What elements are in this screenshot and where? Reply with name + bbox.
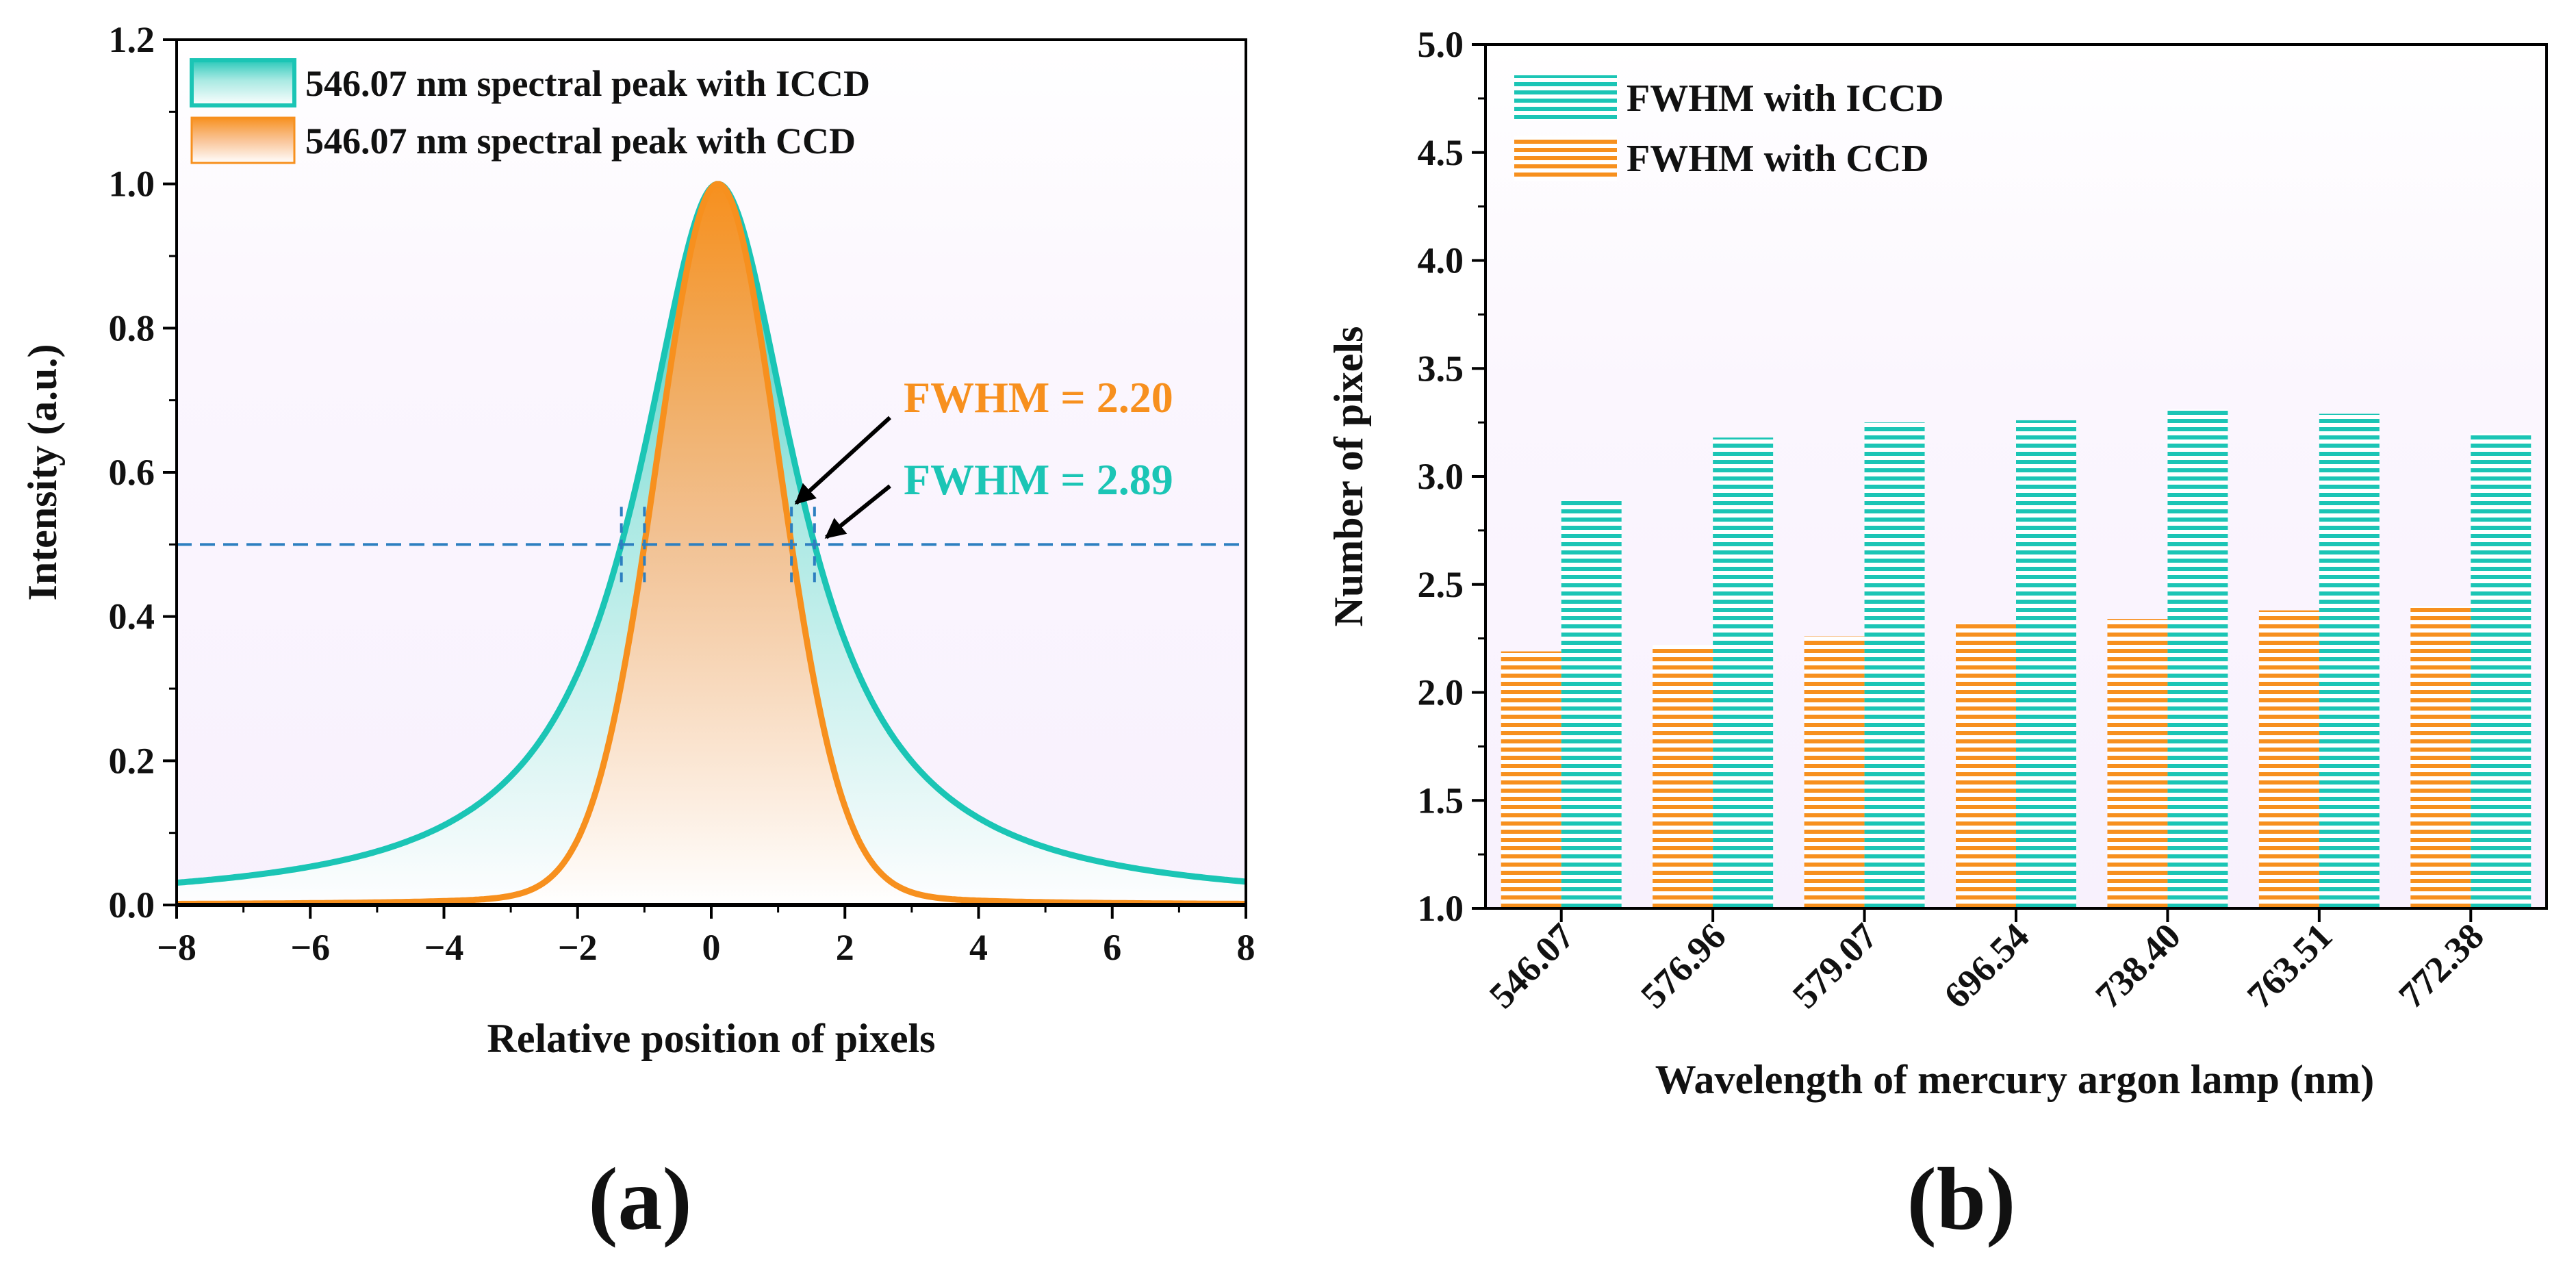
panel-b-xlabel: Wavelength of mercury argon lamp (nm) (1655, 1057, 2374, 1102)
y-tick-label: 0.6 (109, 452, 155, 493)
y-tick-label: 0.2 (109, 740, 155, 781)
x-tick-label: 0 (702, 927, 721, 968)
bar-iccd-738.40 (2167, 409, 2228, 908)
panel-a-ylabel: Intensity (a.u.) (20, 344, 65, 600)
x-tick-label: 4 (969, 927, 988, 968)
fwhm-iccd-annotation: FWHM = 2.89 (904, 455, 1173, 504)
legend-b-iccd-label: FWHM with ICCD (1627, 77, 1944, 120)
panel-b: 546.07 576.96 579.07 696.54 738.40 763.51 772.… (1326, 24, 2548, 1249)
x-tick-label: 6 (1103, 927, 1121, 968)
x-tick-label: 696.54 (1936, 915, 2037, 1016)
bar-iccd-696.54 (2016, 420, 2076, 908)
bar-iccd-579.07 (1864, 422, 1925, 908)
y-tick-label: 3.0 (1418, 456, 1464, 497)
x-tick-label: 576.96 (1633, 915, 1733, 1016)
bar-ccd-579.07 (1804, 636, 1865, 908)
x-tick-label: 8 (1237, 927, 1255, 968)
bar-iccd-546.07 (1561, 500, 1622, 908)
x-tick-label: −6 (290, 927, 330, 968)
y-tick-label: 1.0 (109, 164, 155, 205)
legend-b-ccd-swatch (1514, 136, 1617, 181)
x-tick-label: 546.07 (1481, 915, 1582, 1016)
panel-b-label: (b) (1907, 1150, 2016, 1249)
y-tick-label: 4.5 (1418, 132, 1464, 173)
y-tick-label: 1.5 (1418, 780, 1464, 821)
y-tick-label: 0.4 (109, 596, 155, 637)
legend-b-iccd-swatch (1514, 75, 1617, 120)
bar-iccd-576.96 (1713, 437, 1774, 908)
y-tick-label: 4.0 (1418, 240, 1464, 281)
panel-a-label: (a) (588, 1150, 692, 1249)
y-tick-label: 1.2 (109, 19, 155, 60)
bar-ccd-763.51 (2258, 610, 2319, 908)
bar-ccd-696.54 (1956, 623, 2016, 908)
x-tick-label: 772.38 (2390, 915, 2491, 1016)
ccd-peak-area (177, 183, 1246, 905)
y-tick-label: 2.5 (1418, 564, 1464, 605)
panel-b-ylabel: Number of pixels (1326, 327, 1371, 627)
bars (1501, 409, 2532, 908)
x-tick-label: 579.07 (1785, 915, 1885, 1016)
y-tick-label: 1.0 (1418, 888, 1464, 929)
legend-ccd-swatch (190, 116, 296, 164)
y-tick-label: 0.0 (109, 884, 155, 926)
legend-b: FWHM with ICCD FWHM with CCD (1514, 75, 1944, 181)
legend-iccd-label: 546.07 nm spectral peak with ICCD (305, 63, 870, 104)
x-tick-label: −8 (157, 927, 196, 968)
bar-ccd-546.07 (1501, 651, 1561, 908)
y-tick-label: 5.0 (1418, 24, 1464, 65)
x-tick-label: 763.51 (2239, 915, 2340, 1016)
ccd-peak-line (177, 181, 1246, 907)
arrow-iccd (824, 484, 891, 539)
bar-ccd-738.40 (2107, 619, 2168, 908)
legend-ccd-label: 546.07 nm spectral peak with CCD (305, 120, 856, 162)
x-tick-label: 2 (836, 927, 854, 968)
panel-a: FWHM = 2.20 FWHM = 2.89 −8 −6 −4 −2 0 2 4 6 8 0.0… (20, 19, 1255, 1249)
y-tick-label: 3.5 (1418, 348, 1464, 389)
panel-a-xlabel: Relative position of pixels (487, 1016, 936, 1061)
x-tick-label: −2 (558, 927, 598, 968)
bar-ccd-576.96 (1653, 645, 1713, 908)
bar-iccd-772.38 (2471, 433, 2532, 908)
arrow-ccd (794, 416, 892, 505)
bar-iccd-763.51 (2319, 413, 2380, 908)
legend-iccd-swatch (190, 58, 296, 107)
legend-a: 546.07 nm spectral peak with ICCD 546.07… (190, 58, 870, 164)
panel-a-axes: −8 −6 −4 −2 0 2 4 6 8 0.0 0.2 0.4 0.6 0.8 1.0 1.2 (109, 19, 1255, 968)
x-tick-label: 738.40 (2087, 915, 2188, 1016)
legend-b-ccd-label: FWHM with CCD (1627, 138, 1929, 180)
y-tick-label: 2.0 (1418, 672, 1464, 713)
bar-ccd-772.38 (2410, 606, 2471, 908)
x-tick-label: −4 (424, 927, 464, 968)
y-tick-label: 0.8 (109, 307, 155, 348)
fwhm-markers (620, 507, 816, 583)
fwhm-ccd-annotation: FWHM = 2.20 (904, 373, 1173, 422)
